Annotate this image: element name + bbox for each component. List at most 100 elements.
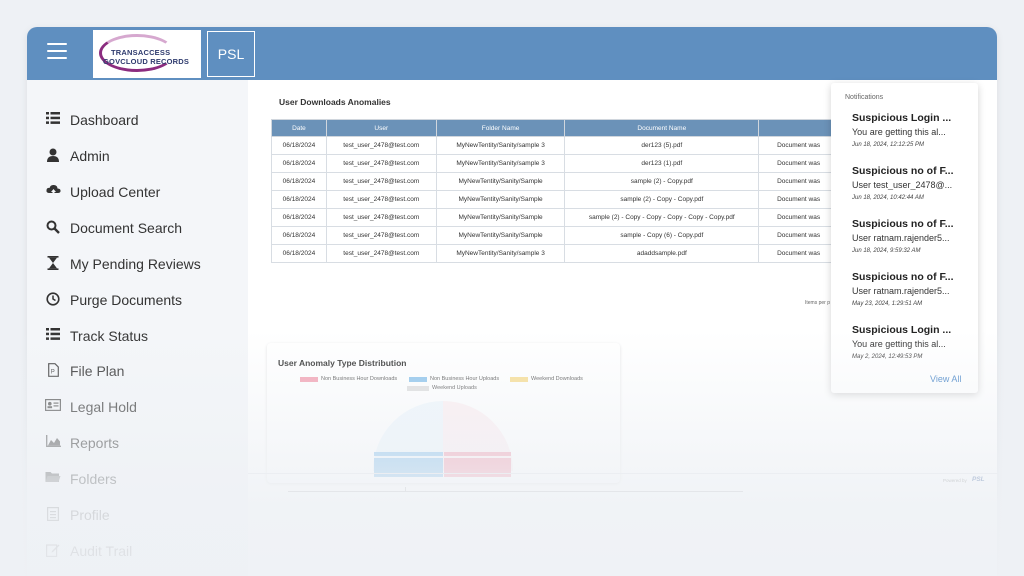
- column-header-description[interactable]: [758, 119, 839, 137]
- cell-document: sample (2) - Copy.pdf: [564, 172, 760, 191]
- cell-user: test_user_2478@test.com: [325, 172, 437, 191]
- notifications-header: Notifications: [845, 94, 884, 101]
- table-row[interactable]: 06/18/2024 test_user_2478@test.com MyNew…: [271, 136, 839, 155]
- notification-item[interactable]: Suspicious Login ... You are getting thi…: [852, 324, 967, 360]
- notification-title: Suspicious no of F...: [852, 165, 954, 177]
- cell-date: 06/18/2024: [271, 136, 327, 155]
- sidebar-item-my-pending-reviews[interactable]: My Pending Reviews: [45, 252, 201, 276]
- cell-description: Document was: [758, 154, 839, 173]
- notification-item[interactable]: Suspicious no of F... User test_user_247…: [852, 165, 967, 201]
- cell-description: Document was: [758, 190, 839, 209]
- sidebar-item-track-status[interactable]: Track Status: [45, 324, 148, 348]
- cell-document: der123 (5).pdf: [564, 136, 760, 155]
- sidebar-item-profile[interactable]: Profile: [45, 503, 110, 527]
- sidebar-item-label: File Plan: [70, 363, 125, 379]
- cell-folder: MyNewTentity/Sanity/Sample: [435, 226, 566, 245]
- pie-band-uploads: [374, 458, 443, 477]
- notification-message: User test_user_2478@...: [852, 180, 953, 190]
- items-per-page-label: Items per p: [805, 300, 831, 306]
- sidebar-item-label: Audit Trail: [70, 543, 133, 559]
- downloads-anomalies-title: User Downloads Anomalies: [279, 97, 391, 107]
- cell-description: Document was: [758, 172, 839, 191]
- footer-divider: [248, 473, 997, 474]
- cell-description: Document was: [758, 244, 839, 263]
- cell-description: Document was: [758, 136, 839, 155]
- table-header-row: Date User Folder Name Document Name: [271, 119, 839, 137]
- cell-document: sample (2) - Copy - Copy.pdf: [564, 190, 760, 209]
- table-row[interactable]: 06/18/2024 test_user_2478@test.com MyNew…: [271, 208, 839, 227]
- sidebar-item-reports[interactable]: Reports: [45, 431, 119, 455]
- notification-title: Suspicious Login ...: [852, 324, 952, 336]
- table-row[interactable]: 06/18/2024 test_user_2478@test.com MyNew…: [271, 172, 839, 191]
- sidebar-item-label: Reports: [70, 435, 120, 451]
- cell-folder: MyNewTentity/Sanity/Sample: [435, 190, 566, 209]
- psl-footer-logo: PSL: [972, 476, 985, 483]
- cell-document: adaddsample.pdf: [564, 244, 760, 263]
- sidebar-item-admin[interactable]: Admin: [45, 144, 110, 168]
- cell-document: sample (2) - Copy - Copy - Copy - Copy -…: [564, 208, 760, 227]
- search-icon: [45, 220, 61, 236]
- notification-message: User ratnam.rajender5...: [852, 233, 950, 243]
- cell-user: test_user_2478@test.com: [325, 226, 437, 245]
- column-header-user[interactable]: User: [325, 119, 437, 137]
- logo-swoosh-icon: [99, 34, 175, 72]
- table-row[interactable]: 06/18/2024 test_user_2478@test.com MyNew…: [271, 190, 839, 209]
- notification-title: Suspicious Login ...: [852, 112, 952, 124]
- column-header-folder-name[interactable]: Folder Name: [435, 119, 566, 137]
- column-header-document-name[interactable]: Document Name: [564, 119, 760, 137]
- cell-folder: MyNewTentity/Sanity/sample 3: [435, 244, 566, 263]
- cell-date: 06/18/2024: [271, 172, 327, 191]
- hourglass-icon: [45, 256, 61, 272]
- cell-user: test_user_2478@test.com: [325, 208, 437, 227]
- menu-icon[interactable]: [47, 43, 67, 59]
- folder-icon: [45, 471, 61, 487]
- user-icon: [45, 148, 61, 164]
- cell-user: test_user_2478@test.com: [325, 190, 437, 209]
- view-all-link[interactable]: View All: [930, 374, 962, 384]
- cell-date: 06/18/2024: [271, 244, 327, 263]
- cell-folder: MyNewTentity/Sanity/sample 3: [435, 136, 566, 155]
- sidebar-item-folders[interactable]: Folders: [45, 467, 117, 491]
- pie-band-uploads-top: [374, 452, 443, 456]
- column-header-date[interactable]: Date: [271, 119, 327, 137]
- downloads-anomalies-table: Date User Folder Name Document Name 06/1…: [271, 119, 839, 263]
- notification-item[interactable]: Suspicious Login ... You are getting thi…: [852, 112, 967, 148]
- notification-item[interactable]: Suspicious no of F... User ratnam.rajend…: [852, 271, 967, 307]
- transaccess-logo: TRANSACCESS GOVCLOUD RECORDS: [93, 30, 201, 78]
- sidebar-item-label: Admin: [70, 148, 110, 164]
- sidebar-item-label: Folders: [70, 471, 117, 487]
- file-icon: P: [45, 363, 61, 379]
- sidebar-item-purge-documents[interactable]: Purge Documents: [45, 288, 182, 312]
- table-row[interactable]: 06/18/2024 test_user_2478@test.com MyNew…: [271, 154, 839, 173]
- sidebar-item-legal-hold[interactable]: Legal Hold: [45, 395, 137, 419]
- sidebar-item-label: Document Search: [70, 220, 183, 236]
- sidebar-item-label: Profile: [70, 507, 110, 523]
- cell-user: test_user_2478@test.com: [325, 244, 437, 263]
- sidebar-item-document-search[interactable]: Document Search: [45, 216, 182, 240]
- logo-text-line1: TRANSACCESS: [111, 48, 171, 57]
- cell-description: Document was: [758, 208, 839, 227]
- cell-user: test_user_2478@test.com: [325, 136, 437, 155]
- notification-item[interactable]: Suspicious no of F... User ratnam.rajend…: [852, 218, 967, 254]
- sidebar-item-file-plan[interactable]: P File Plan: [45, 359, 124, 383]
- table-row[interactable]: 06/18/2024 test_user_2478@test.com MyNew…: [271, 244, 839, 263]
- clock-icon: [45, 292, 61, 308]
- sidebar-item-audit-trail[interactable]: Audit Trail: [45, 539, 132, 563]
- anomaly-pie-chart: [373, 401, 513, 477]
- cell-user: test_user_2478@test.com: [325, 154, 437, 173]
- sidebar-item-dashboard[interactable]: Dashboard: [45, 108, 139, 132]
- edit-icon: [45, 543, 61, 559]
- pie-band-downloads: [444, 458, 511, 477]
- notification-title: Suspicious no of F...: [852, 218, 954, 230]
- sidebar-item-upload-center[interactable]: Upload Center: [45, 180, 160, 204]
- cell-date: 06/18/2024: [271, 154, 327, 173]
- cloud-upload-icon: [45, 184, 61, 200]
- cell-date: 06/18/2024: [271, 208, 327, 227]
- cell-document: sample - Copy (6) - Copy.pdf: [564, 226, 760, 245]
- table-row[interactable]: 06/18/2024 test_user_2478@test.com MyNew…: [271, 226, 839, 245]
- sidebar: Dashboard Admin Upload Center Document S…: [27, 80, 232, 576]
- psl-button[interactable]: PSL: [207, 31, 255, 77]
- list-icon: [45, 112, 61, 128]
- notification-time: May 23, 2024, 1:29:51 AM: [852, 301, 923, 307]
- chart-axis-line: [288, 491, 743, 492]
